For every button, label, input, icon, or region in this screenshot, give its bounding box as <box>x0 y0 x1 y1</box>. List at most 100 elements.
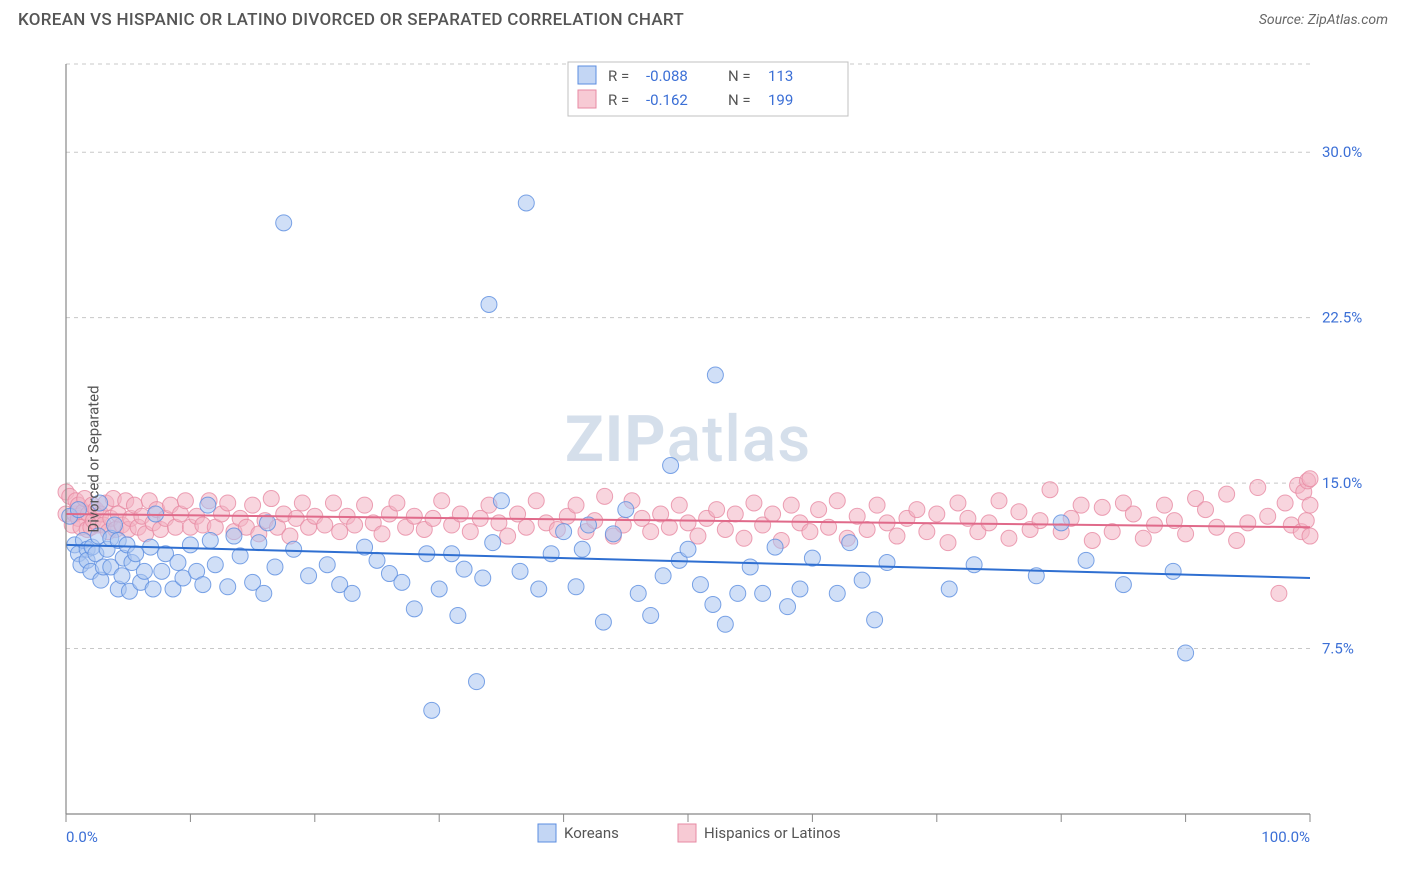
data-point <box>286 541 302 557</box>
data-point <box>909 502 925 518</box>
scatter-chart: 7.5%15.0%22.5%30.0%ZIPatlas0.0%100.0%R =… <box>18 44 1388 874</box>
data-point <box>1078 552 1094 568</box>
legend-swatch <box>578 66 596 84</box>
data-point <box>730 585 746 601</box>
data-point <box>493 493 509 509</box>
data-point <box>889 528 905 544</box>
data-point <box>869 497 885 513</box>
data-point <box>347 517 363 533</box>
data-point <box>792 581 808 597</box>
y-tick-label: 15.0% <box>1322 474 1362 492</box>
y-tick-label: 7.5% <box>1322 640 1354 658</box>
data-point <box>630 585 646 601</box>
data-point <box>202 532 218 548</box>
data-point <box>431 581 447 597</box>
data-point <box>1084 532 1100 548</box>
data-point <box>177 493 193 509</box>
data-point <box>671 497 687 513</box>
y-axis-title: Divorced or Separated <box>85 385 103 532</box>
data-point <box>727 506 743 522</box>
legend-swatch <box>538 824 556 842</box>
data-point <box>424 702 440 718</box>
watermark: ZIPatlas <box>565 402 811 477</box>
data-point <box>481 296 497 312</box>
stat-n-label: N = <box>728 91 751 109</box>
data-point <box>802 524 818 540</box>
data-point <box>705 596 721 612</box>
stat-r-value: -0.088 <box>646 67 688 85</box>
data-point <box>742 559 758 575</box>
data-point <box>643 524 659 540</box>
data-point <box>256 585 272 601</box>
data-point <box>1011 504 1027 520</box>
data-point <box>929 506 945 522</box>
data-point <box>663 457 679 473</box>
data-point <box>325 495 341 511</box>
data-point <box>207 557 223 573</box>
data-point <box>941 581 957 597</box>
data-point <box>531 581 547 597</box>
data-point <box>332 524 348 540</box>
data-point <box>528 493 544 509</box>
data-point <box>661 519 677 535</box>
data-point <box>1271 585 1287 601</box>
stat-r-label: R = <box>608 91 629 109</box>
data-point <box>301 568 317 584</box>
data-point <box>136 563 152 579</box>
data-point <box>1073 497 1089 513</box>
data-point <box>867 612 883 628</box>
data-point <box>220 579 236 595</box>
data-point <box>182 537 198 553</box>
data-point <box>1178 645 1194 661</box>
data-point <box>245 497 261 513</box>
legend-label: Hispanics or Latinos <box>704 824 841 842</box>
stat-r-value: -0.162 <box>646 91 688 109</box>
data-point <box>680 541 696 557</box>
source-prefix: Source: <box>1259 12 1308 28</box>
data-point <box>829 493 845 509</box>
data-point <box>811 502 827 518</box>
data-point <box>145 581 161 597</box>
data-point <box>780 599 796 615</box>
data-point <box>1229 532 1245 548</box>
data-point <box>879 555 895 571</box>
data-point <box>605 526 621 542</box>
data-point <box>469 674 485 690</box>
data-point <box>1165 563 1181 579</box>
data-point <box>783 497 799 513</box>
source-name: ZipAtlas.com <box>1308 12 1388 28</box>
data-point <box>755 585 771 601</box>
stat-n-value: 199 <box>768 91 793 109</box>
data-point <box>195 577 211 593</box>
data-point <box>500 528 516 544</box>
data-point <box>1094 499 1110 515</box>
data-point <box>1277 495 1293 511</box>
data-point <box>128 546 144 562</box>
data-point <box>767 539 783 555</box>
data-point <box>919 524 935 540</box>
data-point <box>317 517 333 533</box>
data-point <box>950 495 966 511</box>
data-point <box>263 491 279 507</box>
legend-swatch <box>678 824 696 842</box>
legend-swatch <box>578 90 596 108</box>
data-point <box>1042 482 1058 498</box>
data-point <box>1240 515 1256 531</box>
data-point <box>475 570 491 586</box>
data-point <box>406 601 422 617</box>
data-point <box>512 563 528 579</box>
data-point <box>1032 513 1048 529</box>
data-point <box>344 585 360 601</box>
data-point <box>1302 497 1318 513</box>
data-point <box>200 497 216 513</box>
data-point <box>736 530 752 546</box>
data-point <box>267 559 283 575</box>
data-point <box>829 585 845 601</box>
data-point <box>1053 515 1069 531</box>
data-point <box>1219 486 1235 502</box>
data-point <box>709 502 725 518</box>
data-point <box>434 493 450 509</box>
data-point <box>556 524 572 540</box>
data-point <box>444 546 460 562</box>
data-point <box>717 521 733 537</box>
